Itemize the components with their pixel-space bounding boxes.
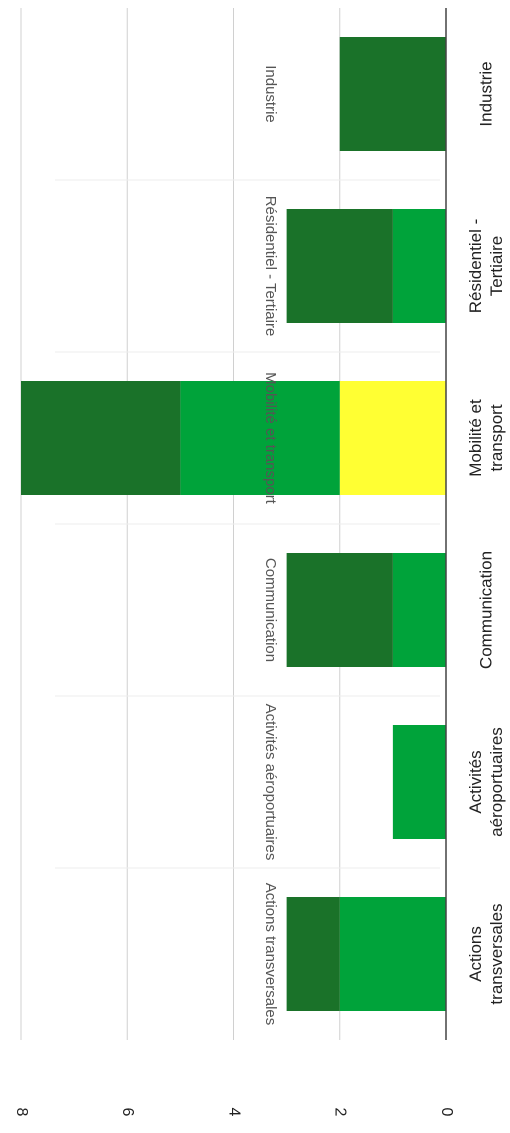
category-label-line: Communication — [476, 551, 495, 669]
bars — [21, 37, 446, 1011]
category-inner-label: Mobilité et transport — [262, 372, 279, 505]
bar-segment-3 — [286, 897, 340, 1011]
bar-segment-3 — [286, 209, 393, 323]
bar-segment-2 — [180, 381, 340, 495]
y-tick-label: 6 — [119, 1108, 136, 1117]
bar-segment-1 — [339, 381, 446, 495]
category-inner-label: Résidentiel - Tertiaire — [262, 196, 279, 337]
category-label: Activités aéroportuaires — [466, 727, 506, 837]
value-axis-ticks: 0 2 4 6 8 — [13, 1108, 455, 1117]
category-axis-labels: Actions transversales Activités aéroportuai… — [466, 61, 506, 1004]
bar-segment-2 — [392, 209, 446, 323]
y-tick-label: 4 — [225, 1108, 242, 1117]
category-label: Industrie — [476, 61, 495, 126]
category-inner-label: Industrie — [262, 65, 279, 123]
category-label-line: transport — [487, 404, 506, 471]
grid — [20, 8, 440, 1040]
y-tick-label: 2 — [332, 1108, 349, 1117]
category-label: Actions transversales — [466, 903, 506, 1004]
category-inner-label: Actions transversales — [262, 883, 279, 1026]
bar-segment-3 — [339, 37, 446, 151]
category-inner-label: Communication — [262, 558, 279, 662]
category-label-line: Mobilité et — [466, 399, 485, 477]
category-label-line: Actions — [466, 926, 485, 982]
category-label-line: Tertiaire — [487, 236, 506, 296]
category-label-line: Activités — [466, 750, 485, 813]
category-label: Mobilité et transport — [466, 399, 506, 477]
bar-segment-3 — [286, 553, 393, 667]
category-label-line: Industrie — [476, 61, 495, 126]
bar-segment-2 — [392, 553, 446, 667]
category-label-line: aéroportuaires — [487, 727, 506, 837]
category-label: Résidentiel - Tertiaire — [466, 219, 506, 314]
category-label-line: transversales — [487, 903, 506, 1004]
category-inner-labels: Actions transversales Activités aéroportu… — [262, 65, 279, 1025]
bar-segment-2 — [392, 725, 446, 839]
y-tick-label: 0 — [438, 1108, 455, 1117]
category-label: Communication — [476, 551, 495, 669]
category-inner-label: Activités aéroportuaires — [262, 704, 279, 861]
category-label-line: Résidentiel - — [466, 219, 485, 314]
bar-segment-3 — [21, 381, 181, 495]
y-tick-label: 8 — [13, 1108, 30, 1117]
bar-segment-2 — [339, 897, 446, 1011]
